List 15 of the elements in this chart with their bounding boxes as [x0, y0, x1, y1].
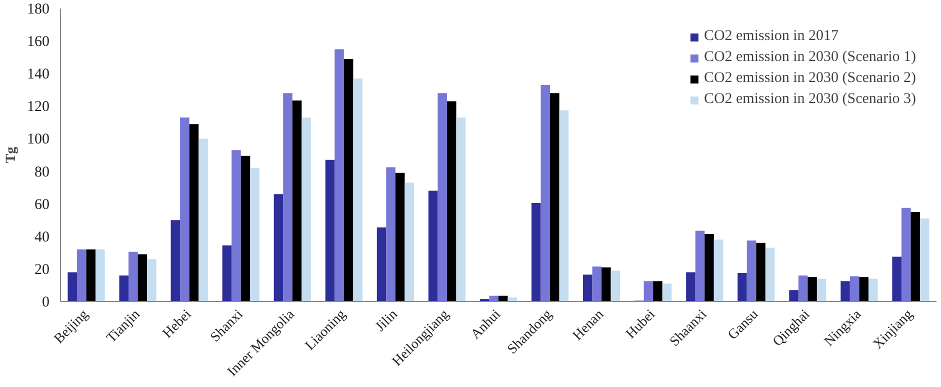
y-tick-label: 120 [27, 99, 50, 116]
y-tick-label: 100 [27, 132, 50, 148]
legend-label: CO2 emission in 2030 (Scenario 2) [704, 70, 916, 87]
y-tick-label: 80 [34, 164, 50, 180]
legend-label: CO2 emission in 2030 (Scenario 3) [704, 91, 916, 108]
y-tick-label: 0 [42, 294, 50, 310]
legend-label: CO2 emission in 2030 (Scenario 1) [704, 49, 916, 66]
y-tick-label: 160 [27, 34, 50, 50]
y-tick-label: 180 [27, 2, 50, 18]
y-tick-label: 140 [27, 66, 50, 83]
y-tick-label: 60 [34, 196, 50, 213]
y-tick-label: 40 [34, 229, 50, 246]
y-tick-label: 20 [34, 262, 50, 278]
y-axis-title: Tg [4, 146, 19, 164]
legend-label: CO2 emission in 2017 [704, 28, 839, 45]
